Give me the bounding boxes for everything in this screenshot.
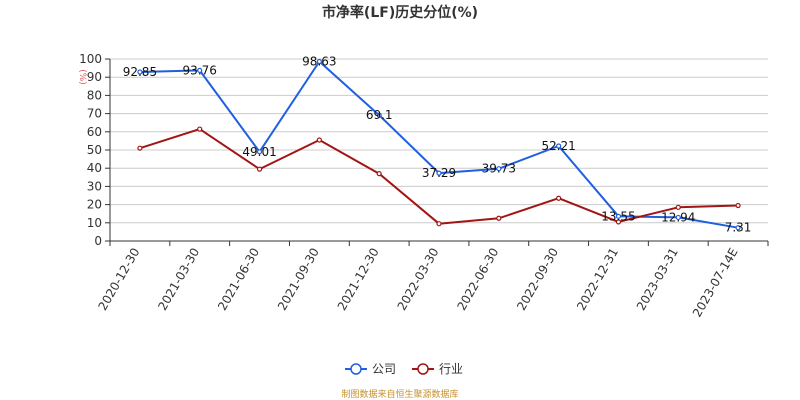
x-tick-label: 2021-03-30 [155,246,202,313]
x-tick-label: 2021-06-30 [215,246,262,313]
data-label: 92.85 [123,65,157,79]
x-tick-label: 2022-12-31 [574,246,621,313]
x-tick-label: 2021-12-30 [335,246,382,313]
y-tick-labels: 0 10 20 30 40 50 60 70 80 90 100 [79,52,102,248]
y-tick-label: 60 [87,125,102,139]
data-label: 93.76 [183,63,217,77]
y-tick-label: 70 [87,107,102,121]
data-point[interactable] [137,69,143,75]
data-point[interactable] [436,221,442,227]
data-point[interactable] [256,166,263,172]
data-label: 37.29 [422,166,456,180]
data-point[interactable] [197,67,203,73]
y-tick-label: 20 [87,198,102,212]
y-tick-label: 40 [87,161,102,175]
data-label: 49.01 [242,145,276,159]
data-point[interactable] [615,213,622,219]
legend-item-0[interactable]: 公司 [345,362,396,376]
x-tick-label: 2023-07-14E [690,246,741,320]
y-tick-label: 100 [79,52,102,66]
data-point[interactable] [376,112,382,118]
data-point[interactable] [675,204,681,210]
data-point[interactable] [556,195,562,201]
y-tick-label: 80 [87,88,102,102]
x-tick-label: 2022-03-30 [395,246,442,313]
data-point[interactable] [675,214,681,221]
legend-label: 行业 [439,362,463,376]
x-tick-labels: 2020-12-30 2021-03-30 2021-06-30 2021-09-30… [96,246,741,320]
data-point[interactable] [316,58,322,65]
legend-swatch-marker [350,363,362,375]
y-tick-label: 0 [94,234,102,248]
legend-label: 公司 [372,362,396,376]
data-point[interactable] [197,126,203,132]
data-point[interactable] [735,202,741,209]
legend[interactable]: 公司 行业 [345,362,463,376]
data-label: 13.55 [601,209,635,223]
series-lines [137,58,741,231]
data-label: 98.63 [302,54,336,68]
x-tick-label: 2023-03-31 [634,246,681,313]
y-tick-label: 50 [87,143,102,157]
grid-lines [105,58,768,242]
source-note: 制图数据来自恒生聚源数据库 [341,388,458,400]
data-label: 39.73 [482,162,516,176]
data-point[interactable] [316,137,322,143]
y-tick-label: 90 [87,70,102,84]
data-labels: 92.85 93.76 49.01 98.63 69.1 37.29 39.73 52.21 1… [123,54,752,234]
axes [109,59,769,246]
data-label: 69.1 [366,108,393,122]
data-point[interactable] [615,219,622,225]
data-label: 7.31 [725,221,752,235]
data-label: 12.94 [661,210,695,224]
y-tick-label: 10 [87,216,102,230]
data-point[interactable] [436,170,442,176]
data-point[interactable] [735,225,741,231]
y-axis-label: (%) [77,69,87,85]
data-point[interactable] [137,145,143,151]
y-tick-label: 30 [87,179,102,193]
x-tick-label: 2021-09-30 [275,246,322,313]
legend-swatch-marker [417,363,429,375]
series-line-0 [139,60,739,229]
data-point[interactable] [496,215,502,221]
data-label: 52.21 [541,139,575,153]
x-tick-label: 2022-06-30 [454,246,501,313]
chart-title: 市净率(LF)历史分位(%) [322,4,478,21]
data-point[interactable] [256,149,263,155]
data-point[interactable] [556,143,562,149]
legend-item-1[interactable]: 行业 [412,362,463,376]
data-point[interactable] [376,171,382,177]
x-tick-label: 2020-12-30 [96,246,143,313]
data-point[interactable] [496,166,502,172]
x-tick-label: 2022-09-30 [514,246,561,313]
